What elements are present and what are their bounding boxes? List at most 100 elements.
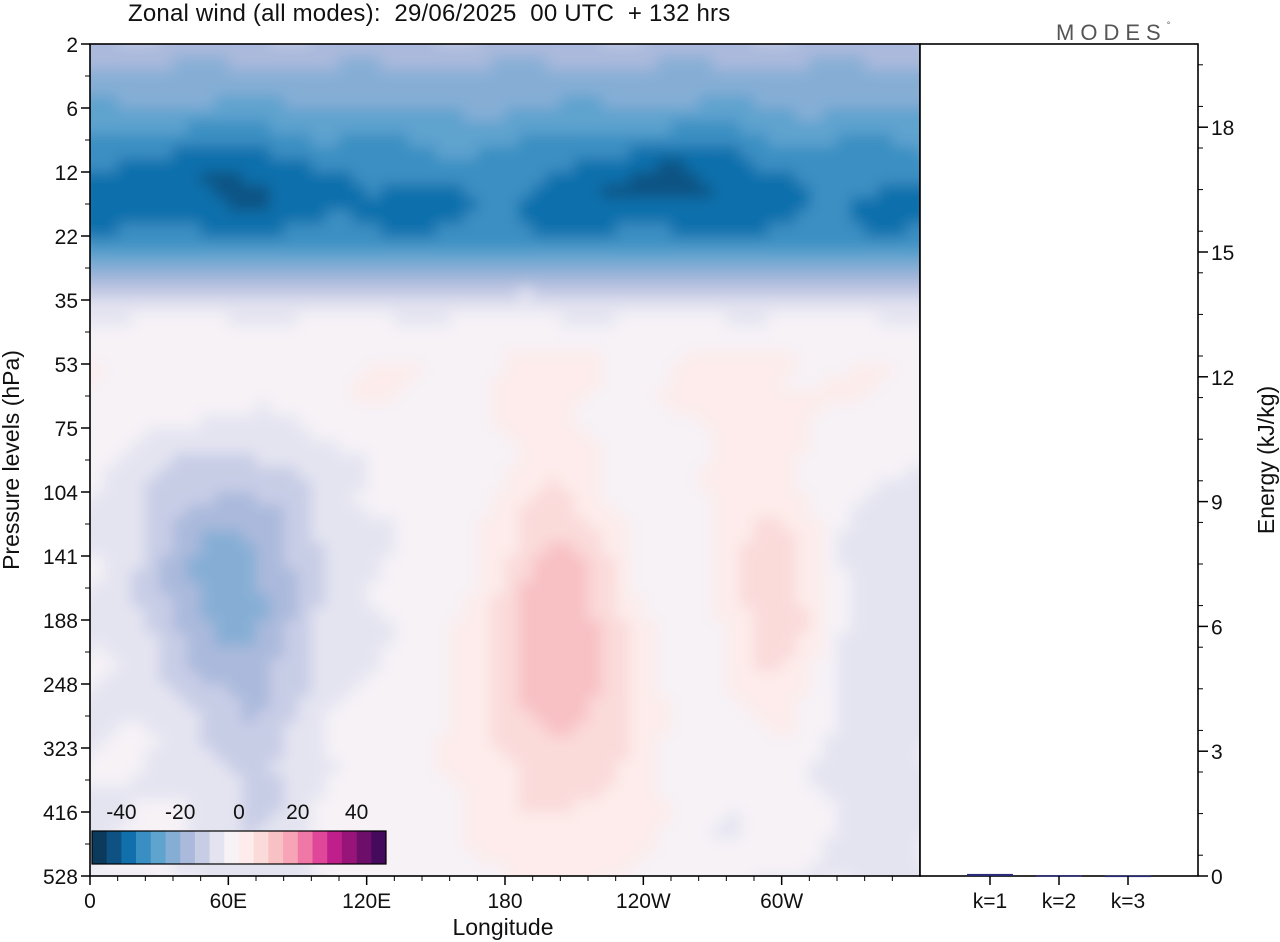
heatmap-cell: [518, 530, 534, 544]
heatmap-cell: [103, 95, 119, 109]
heatmap-cell: [214, 133, 229, 147]
heatmap-cell: [767, 748, 783, 762]
heatmap-cell: [435, 722, 451, 736]
heatmap-cell: [768, 876, 782, 889]
heatmap-cell: [242, 274, 257, 288]
heatmap-cell: [242, 95, 257, 109]
heatmap-cell: [574, 889, 588, 902]
heatmap-cell: [117, 492, 133, 506]
heatmap-cell: [408, 56, 423, 71]
heatmap-cell: [698, 312, 714, 327]
heatmap-cell: [588, 568, 603, 583]
heatmap-cell: [103, 402, 119, 416]
heatmap-cell: [256, 44, 271, 45]
heatmap-cell: [90, 760, 91, 775]
heatmap-cell: [657, 607, 672, 621]
heatmap-cell: [837, 799, 852, 813]
heatmap-cell: [588, 786, 603, 800]
heatmap-cell: [463, 261, 478, 275]
heatmap-cell: [657, 517, 672, 531]
heatmap-cell: [284, 889, 298, 902]
heatmap-cell: [601, 863, 617, 876]
heatmap-cell: [837, 210, 852, 224]
heatmap-cell: [518, 389, 534, 403]
heatmap-cell: [449, 812, 465, 826]
heatmap-cell: [809, 453, 824, 467]
heatmap-cell: [269, 376, 285, 391]
heatmap-cell: [809, 812, 824, 826]
heatmap-cell: [256, 889, 270, 902]
heatmap-cell: [671, 492, 686, 506]
heatmap-cell: [850, 517, 866, 531]
heatmap-cell: [283, 184, 299, 199]
heatmap-cell: [601, 607, 617, 621]
heatmap-cell: [574, 760, 589, 775]
heatmap-cell: [173, 415, 188, 429]
heatmap-cell: [643, 248, 658, 263]
heatmap-cell: [809, 376, 824, 391]
heatmap-cell: [698, 748, 714, 762]
heatmap-cell: [767, 325, 783, 339]
heatmap-cell: [477, 402, 492, 416]
heatmap-cell: [532, 453, 548, 467]
heatmap-cell: [131, 44, 146, 45]
heatmap-cell: [131, 274, 146, 288]
heatmap-cell: [892, 428, 907, 442]
heatmap-cell: [740, 415, 755, 429]
heatmap-cell: [560, 876, 574, 889]
heatmap-cell: [601, 287, 617, 301]
heatmap-cell: [698, 709, 714, 723]
heatmap-cell: [505, 82, 520, 96]
heatmap-cell: [159, 773, 174, 787]
heatmap-cell: [283, 312, 299, 327]
heatmap-cell: [90, 492, 105, 506]
heatmap-cell: [574, 120, 589, 135]
heatmap-cell: [518, 120, 534, 135]
heatmap-cell: [850, 69, 866, 83]
heatmap-cell: [173, 556, 188, 570]
colorbar-swatch: [180, 831, 196, 864]
heatmap-cell: [795, 581, 810, 595]
heatmap-cell: [90, 632, 105, 647]
heatmap-cell: [269, 735, 285, 749]
heatmap-cell: [906, 850, 920, 864]
heatmap-cell: [422, 82, 437, 96]
heatmap-cell: [795, 453, 810, 467]
heatmap-cell: [546, 210, 561, 224]
heatmap-cell: [408, 889, 422, 902]
heatmap-cell: [712, 210, 727, 224]
heatmap-cell: [408, 300, 423, 314]
heatmap-cell: [754, 184, 769, 199]
heatmap-cell: [698, 799, 714, 813]
heatmap-cell: [339, 402, 354, 416]
heatmap-cell: [90, 184, 91, 199]
heatmap-cell: [671, 645, 686, 659]
heatmap-cell: [740, 530, 755, 544]
heatmap-cell: [394, 837, 409, 851]
heatmap-cell: [90, 684, 91, 698]
heatmap-cell: [892, 376, 907, 391]
heatmap-cell: [837, 159, 852, 173]
heatmap-cell: [781, 607, 797, 621]
heatmap-cell: [657, 453, 672, 467]
heatmap-cell: [837, 696, 852, 711]
heatmap-cell: [477, 428, 492, 442]
x-tick-label: 60E: [210, 890, 247, 913]
heatmap-cell: [311, 300, 326, 314]
heatmap-cell: [380, 236, 395, 250]
heatmap-cell: [352, 696, 368, 711]
heatmap-cell: [242, 645, 257, 659]
heatmap-cell: [532, 146, 548, 160]
heatmap-cell: [422, 159, 437, 173]
heatmap-cell: [325, 479, 340, 493]
heatmap-cell: [117, 338, 133, 352]
heatmap-cell: [505, 120, 520, 135]
heatmap-cell: [588, 684, 603, 698]
heatmap-cell: [408, 338, 423, 352]
heatmap-cell: [781, 69, 797, 83]
heatmap-cell: [131, 812, 146, 826]
heatmap-cell: [795, 824, 810, 839]
heatmap-cell: [200, 735, 216, 749]
heatmap-cell: [131, 389, 146, 403]
heatmap-cell: [546, 120, 561, 135]
